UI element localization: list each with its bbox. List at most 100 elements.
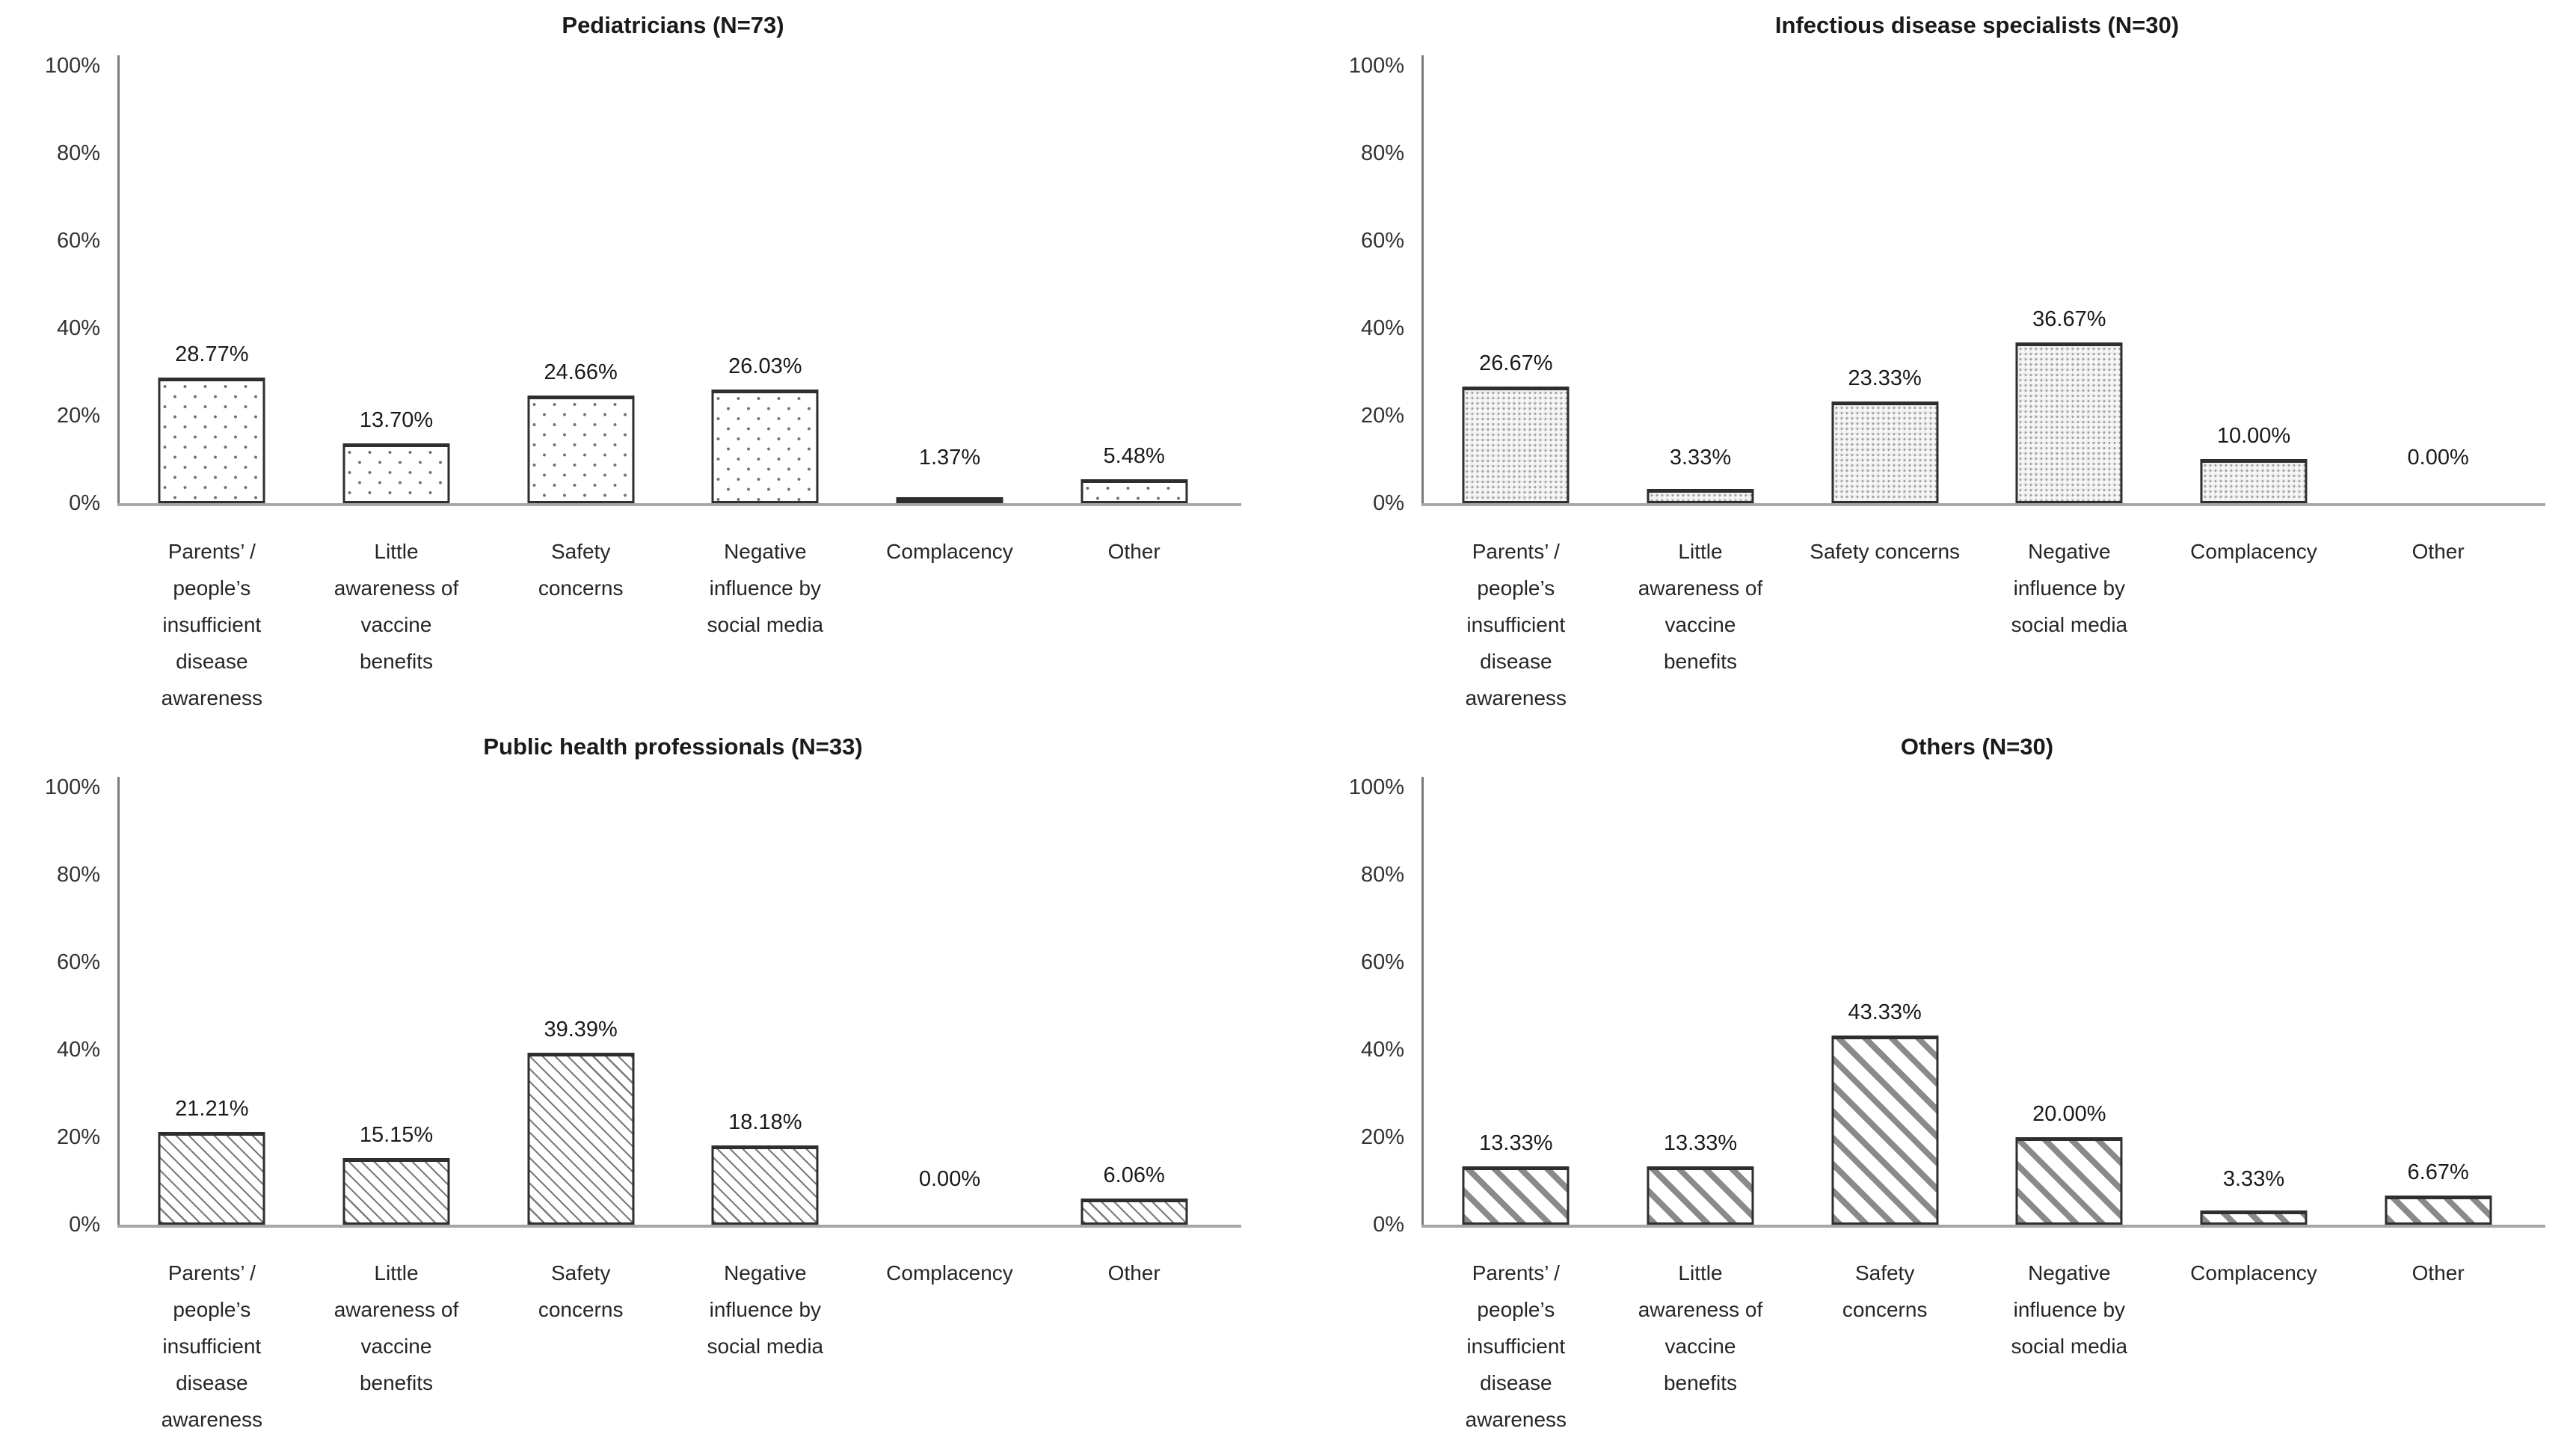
bar-1 — [158, 378, 265, 503]
category-slot: 13.70% Little awareness of vaccine benefits — [304, 66, 489, 673]
bar-4 — [711, 1145, 819, 1225]
bar-value-label: 28.77% — [175, 342, 249, 366]
bar-value-label: 1.37% — [918, 446, 981, 470]
bar-1 — [1462, 387, 1570, 503]
category-label: Parents’ / people’s insufficient disease awa… — [161, 540, 263, 710]
category-slot: 23.33% Safety concerns — [1792, 66, 1977, 563]
category-label: Other — [2411, 1261, 2465, 1284]
x-axis-line — [1421, 503, 2545, 506]
bar-value-label: 13.33% — [1663, 1131, 1738, 1155]
y-axis-tick-label: 40% — [56, 1038, 100, 1062]
x-axis-line — [117, 1225, 1241, 1228]
bar-3 — [1831, 1036, 1939, 1225]
y-axis-tick-label: 100% — [1348, 54, 1404, 78]
category-label: Safety concerns — [1810, 540, 1961, 563]
bar-value-label: 43.33% — [1848, 1000, 1922, 1024]
y-axis-tick-label: 0% — [69, 1213, 100, 1237]
category-slot: 3.33% Little awareness of vaccine benefits — [1608, 66, 1793, 673]
category-label: Parents’ / people’s insufficient disease awa… — [1465, 540, 1567, 710]
chart-title: Pediatricians (N=73) — [562, 12, 784, 38]
y-axis-tick-label: 80% — [1360, 863, 1404, 887]
category-slot: 36.67% Negative influence by social media — [1977, 66, 2162, 636]
bar-value-label: 6.06% — [1103, 1163, 1165, 1187]
category-label: Parents’ / people’s insufficient disease awa… — [161, 1261, 263, 1431]
chart-panel-public-health-professionals: Public health professionals (N=33) 0% 20%… — [0, 722, 1288, 1443]
bar-6 — [1080, 1199, 1188, 1225]
x-axis-line — [117, 503, 1241, 506]
plot-area: 0% 20% 40% 60% 80% 100% 13.33% Parents’ / people… — [1349, 775, 2545, 1431]
chart-title: Others (N=30) — [1900, 733, 2054, 760]
bar-value-label: 5.48% — [1103, 444, 1165, 468]
bar-value-label: 23.33% — [1848, 366, 1922, 390]
category-slot: 26.03% Negative influence by social media — [673, 66, 858, 636]
category-slot: 18.18% Negative influence by social media — [673, 787, 858, 1358]
y-axis-tick-label: 20% — [56, 1125, 100, 1149]
bar-1 — [1462, 1166, 1570, 1225]
y-axis-tick-label: 100% — [44, 775, 100, 799]
bar-3 — [527, 396, 635, 503]
category-slot: 6.06% Other — [1042, 787, 1226, 1284]
bar-6 — [2385, 1196, 2492, 1225]
bar-value-label: 3.33% — [1669, 446, 1732, 470]
x-axis-line — [1421, 1225, 2545, 1228]
bar-1 — [158, 1132, 265, 1225]
category-label: Negative influence by social media — [707, 1261, 824, 1358]
bar-value-label: 0.00% — [918, 1167, 981, 1191]
y-axis-tick-label: 80% — [56, 141, 100, 165]
y-axis-tick-label: 100% — [44, 54, 100, 78]
chart-title: Infectious disease specialists (N=30) — [1774, 12, 2180, 38]
category-slot: 15.15% Little awareness of vaccine benefits — [304, 787, 489, 1394]
y-axis-tick-label: 60% — [56, 229, 100, 253]
bar-value-label: 0.00% — [2407, 446, 2469, 470]
category-slot: 13.33% Parents’ / people’s insufficient dise… — [1424, 787, 1608, 1431]
category-label: Complacency — [886, 540, 1013, 563]
y-axis-tick-label: 60% — [1360, 229, 1404, 253]
y-axis-tick-label: 0% — [1373, 1213, 1404, 1237]
y-axis-line — [1421, 777, 1424, 1228]
bar-2 — [1647, 489, 1754, 503]
category-slot: 28.77% Parents’ / people’s insufficient dise… — [120, 66, 304, 710]
category-slot: 6.67% Other — [2346, 787, 2530, 1284]
y-axis-line — [117, 777, 120, 1228]
y-axis-tick-label: 60% — [56, 950, 100, 974]
chart-title: Public health professionals (N=33) — [483, 733, 863, 760]
bar-value-label: 26.67% — [1479, 351, 1553, 375]
category-label: Negative influence by social media — [707, 540, 824, 636]
bar-value-label: 3.33% — [2222, 1167, 2285, 1191]
bar-5 — [2200, 459, 2308, 503]
y-axis-tick-label: 80% — [56, 863, 100, 887]
bar-3 — [527, 1053, 635, 1225]
category-label: Other — [2411, 540, 2465, 563]
bar-4 — [2015, 342, 2123, 503]
bar-5 — [2200, 1210, 2308, 1225]
plot-area: 0% 20% 40% 60% 80% 100% 21.21% Parents’ / people… — [45, 775, 1241, 1431]
bar-4 — [2015, 1137, 2123, 1225]
category-label: Parents’ / people’s insufficient disease awa… — [1465, 1261, 1567, 1431]
category-slot: 0.00% Other — [2346, 66, 2530, 563]
chart-panel-pediatricians: Pediatricians (N=73) 0% 20% 40% 60% 80% 100% 2… — [0, 0, 1288, 722]
y-axis-tick-label: 40% — [1360, 316, 1404, 340]
y-axis-tick-label: 40% — [56, 316, 100, 340]
bar-value-label: 6.67% — [2407, 1160, 2469, 1184]
category-slot: 13.33% Little awareness of vaccine benefits — [1608, 787, 1793, 1394]
category-slot: 3.33% Complacency — [2162, 787, 2346, 1284]
y-axis-line — [117, 55, 120, 506]
category-label: Complacency — [886, 1261, 1013, 1284]
y-axis-tick-label: 20% — [1360, 404, 1404, 428]
category-slot: 0.00% Complacency — [858, 787, 1042, 1284]
category-label: Complacency — [2190, 1261, 2317, 1284]
y-axis-tick-label: 0% — [69, 491, 100, 515]
category-slot: 24.66% Safety concerns — [488, 66, 673, 600]
category-slot: 1.37% Complacency — [858, 66, 1042, 563]
y-axis-tick-label: 40% — [1360, 1038, 1404, 1062]
category-label: Safety concerns — [538, 1261, 624, 1321]
bar-2 — [1647, 1166, 1754, 1225]
bar-2 — [342, 443, 450, 503]
y-axis-tick-label: 60% — [1360, 950, 1404, 974]
bar-value-label: 39.39% — [544, 1018, 618, 1042]
bar-value-label: 15.15% — [359, 1123, 434, 1147]
bar-value-label: 36.67% — [2032, 307, 2106, 331]
bar-value-label: 13.70% — [359, 408, 434, 432]
y-axis-tick-label: 20% — [56, 404, 100, 428]
